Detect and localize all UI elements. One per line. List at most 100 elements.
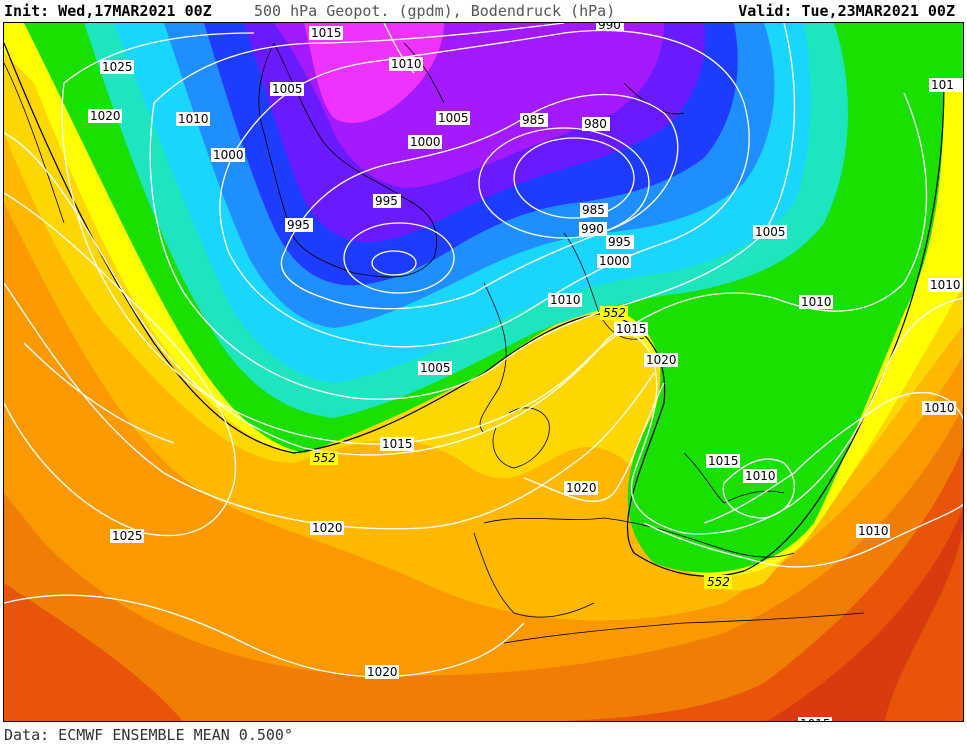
isobar-label-1020-south: 1020 — [365, 665, 399, 679]
isobar-1010-east — [703, 391, 963, 524]
valid-time-label: Valid: Tue,23MAR2021 00Z — [738, 2, 955, 20]
svg-text:985: 985 — [582, 203, 605, 217]
svg-text:1020: 1020 — [90, 109, 121, 123]
svg-text:1020: 1020 — [646, 353, 677, 367]
isobar-label-995-west: 995 — [285, 218, 313, 232]
isobar-1020-europe — [523, 382, 665, 503]
svg-text:1020: 1020 — [566, 481, 597, 495]
svg-text:980: 980 — [584, 117, 607, 131]
weather-map-svg: 1015 1010 1025 1005 1020 1010 1000 1005 … — [4, 23, 963, 722]
isobar-label-1005-east: 1005 — [753, 225, 787, 239]
isobar-label-1000-west: 1000 — [211, 148, 245, 162]
iberia-coast — [473, 532, 595, 618]
isobar-1000 — [280, 93, 679, 310]
isobar-label-1015-atlantic: 1015 — [380, 437, 414, 451]
svg-text:1015: 1015 — [382, 437, 413, 451]
svg-text:995: 995 — [608, 235, 631, 249]
isobar-1010 — [61, 32, 928, 445]
map-header: Init: Wed,17MAR2021 00Z 500 hPa Geopot. … — [0, 0, 967, 22]
isobar-labels: 1015 1010 1025 1005 1020 1010 1000 1005 … — [88, 23, 963, 722]
isobar-label-1005-atlantic: 1005 — [418, 361, 452, 375]
isobar-label-1005-center: 1005 — [436, 111, 470, 125]
isobar-label-985-center: 985 — [520, 113, 548, 127]
isobar-label-1010-east: 1010 — [799, 295, 833, 309]
greenland-coast — [258, 42, 438, 278]
arctic-coast — [623, 82, 685, 115]
svg-text:552: 552 — [603, 306, 626, 320]
svg-text:1000: 1000 — [213, 148, 244, 162]
isobar-995-greenland — [343, 222, 455, 294]
svg-text:552: 552 — [313, 451, 336, 465]
svg-text:1020: 1020 — [367, 665, 398, 679]
svg-text:1010: 1010 — [858, 524, 889, 538]
svg-text:1005: 1005 — [438, 111, 469, 125]
canada-coast — [4, 62, 65, 224]
svg-text:985: 985 — [522, 113, 545, 127]
svg-text:1025: 1025 — [102, 60, 133, 74]
data-source-label: Data: ECMWF ENSEMBLE MEAN 0.500° — [4, 726, 293, 744]
svg-text:990: 990 — [598, 23, 621, 32]
isobar-label-1000-scandinavia: 1000 — [597, 254, 631, 268]
isobar-label-1010-southeast: 1010 — [856, 524, 890, 538]
svg-text:1015: 1015 — [311, 26, 342, 40]
svg-text:1010: 1010 — [924, 401, 955, 415]
isobar-label-990-scandinavia: 990 — [579, 222, 607, 236]
isobar-1020 — [4, 282, 655, 530]
svg-text:1010: 1010 — [930, 278, 961, 292]
svg-text:1015: 1015 — [800, 717, 831, 722]
isobar-1015 — [4, 132, 963, 535]
svg-text:1020: 1020 — [312, 521, 343, 535]
svg-text:1010: 1010 — [391, 57, 422, 71]
svalbard-coast — [403, 42, 445, 104]
mediterranean-north-coast — [483, 517, 795, 558]
isobar-980 — [513, 137, 635, 219]
isobar-label-995-scandinavia: 995 — [606, 235, 634, 249]
isobar-label-1010-west: 1010 — [176, 112, 210, 126]
isobar-1010-south-east — [643, 503, 963, 568]
weather-map: 1015 1010 1025 1005 1020 1010 1000 1005 … — [3, 22, 964, 722]
british-isles-coast — [492, 407, 550, 469]
isobar-990-greenland — [371, 250, 417, 276]
map-footer: Data: ECMWF ENSEMBLE MEAN 0.500° — [0, 724, 967, 744]
svg-text:1010: 1010 — [550, 293, 581, 307]
init-time-label: Init: Wed,17MAR2021 00Z — [4, 2, 212, 20]
isobar-label-1025-west: 1025 — [100, 60, 134, 74]
isobar-label-1025-atlantic: 1025 — [110, 529, 144, 543]
svg-text:1010: 1010 — [178, 112, 209, 126]
isobar-label-995-greenland: 995 — [373, 194, 401, 208]
isobar-label-1015-balkan: 1015 — [706, 454, 740, 468]
isobar-label-1010-far-east-2: 1010 — [922, 401, 956, 415]
isobar-label-1010-west-upper: 101 — [929, 78, 963, 92]
isobar-label-1015-bottom: 1015 — [798, 717, 832, 722]
map-title: 500 hPa Geopot. (gpdm), Bodendruck (hPa) — [254, 2, 616, 20]
isobar-label-1015-top: 1015 — [309, 26, 343, 40]
svg-text:1000: 1000 — [410, 135, 441, 149]
svg-text:1025: 1025 — [112, 529, 143, 543]
gp-label-552-atlantic: 552 — [310, 451, 338, 465]
isobar-label-1010-far-east: 1010 — [928, 278, 962, 292]
isobar-1020-south — [4, 594, 525, 678]
isobar-label-1000-center: 1000 — [408, 135, 442, 149]
isobar-label-1010-greenland: 1010 — [389, 57, 423, 71]
isobar-1025 — [4, 192, 237, 537]
isobar-label-1010-north-sea: 1010 — [548, 293, 582, 307]
isobar-label-985-scandinavia: 985 — [580, 203, 608, 217]
iceland-uk-coast — [479, 282, 507, 434]
isobar-label-1020-germany: 1020 — [644, 353, 678, 367]
isobar-label-1015-benelux: 1015 — [614, 322, 648, 336]
coastlines — [4, 42, 865, 644]
isobars — [4, 23, 963, 678]
geopotential-labels: 552 552 552 — [310, 306, 732, 589]
svg-text:1010: 1010 — [745, 469, 776, 483]
svg-text:1005: 1005 — [755, 225, 786, 239]
svg-text:1015: 1015 — [616, 322, 647, 336]
isobar-label-1020-west: 1020 — [88, 109, 122, 123]
svg-text:990: 990 — [581, 222, 604, 236]
isobar-985 — [478, 127, 650, 239]
gp-label-552-balkan: 552 — [704, 575, 732, 589]
isobar-label-990-top: 990 — [596, 23, 624, 32]
svg-text:1000: 1000 — [599, 254, 630, 268]
svg-text:552: 552 — [707, 575, 730, 589]
svg-text:1015: 1015 — [708, 454, 739, 468]
north-africa-coast — [503, 612, 865, 644]
